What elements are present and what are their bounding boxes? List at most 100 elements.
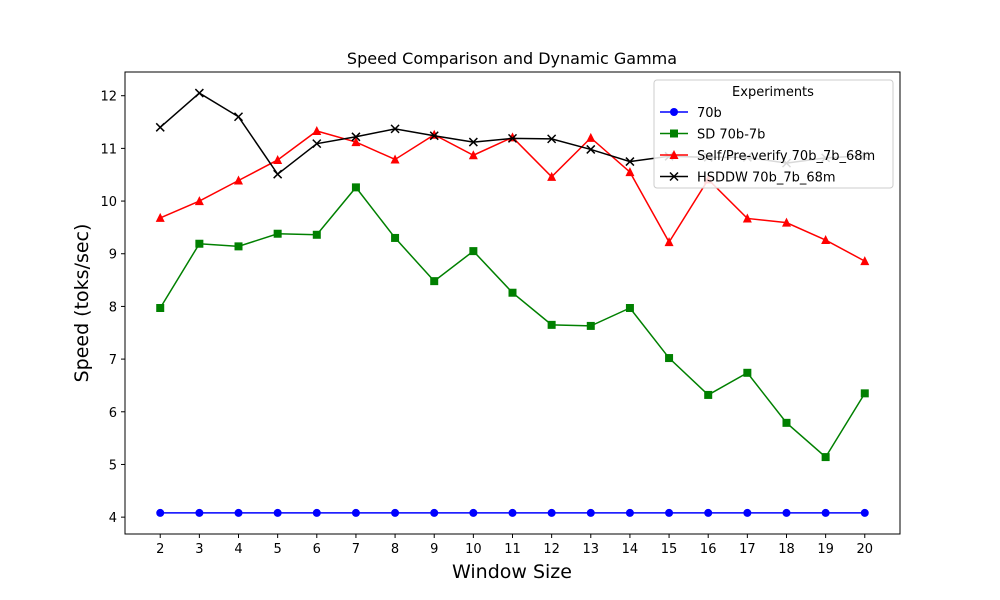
- data-point: [665, 508, 674, 517]
- y-tick-label: 10: [100, 195, 117, 210]
- data-point: [351, 137, 361, 147]
- x-tick-label: 8: [391, 542, 399, 557]
- data-point: [351, 508, 360, 517]
- data-point: [155, 212, 165, 222]
- data-point: [743, 508, 752, 517]
- data-point: [351, 183, 360, 192]
- x-tick-label: 17: [739, 542, 756, 557]
- axis-ticks: 2 3 4 5 6 7 8 9 10 11 12 13 14 15 16 17 18 19 20 4 5 6 7 8 9 10 11…: [100, 90, 873, 557]
- data-point: [273, 154, 283, 164]
- legend-title: Experiments: [732, 85, 814, 100]
- data-point: [430, 277, 439, 286]
- data-point: [860, 389, 869, 398]
- data-point: [547, 320, 556, 329]
- y-axis-label: Speed (toks/sec): [71, 224, 93, 383]
- data-point: [664, 237, 674, 247]
- data-point: [469, 508, 478, 517]
- data-point: [547, 134, 557, 144]
- x-tick-label: 18: [778, 542, 795, 557]
- data-point: [156, 304, 165, 313]
- x-tick-label: 9: [430, 542, 438, 557]
- data-point: [391, 508, 400, 517]
- data-point: [390, 154, 400, 164]
- data-point: [312, 126, 322, 136]
- data-point: [273, 169, 283, 179]
- data-point: [860, 508, 869, 517]
- data-point: [586, 508, 595, 517]
- series-0: [156, 508, 869, 517]
- legend-label: HSDDW 70b_7b_68m: [697, 171, 836, 186]
- x-tick-label: 20: [856, 542, 873, 557]
- x-tick-label: 5: [274, 542, 282, 557]
- data-point: [586, 144, 596, 154]
- series-line: [159, 186, 866, 459]
- data-point: [782, 418, 791, 427]
- data-point: [821, 508, 830, 517]
- data-point: [547, 508, 556, 517]
- data-point: [273, 508, 282, 517]
- y-tick-label: 8: [109, 300, 117, 315]
- legend-marker: [669, 150, 679, 159]
- data-point: [195, 239, 204, 248]
- data-point: [234, 508, 243, 517]
- data-point: [351, 132, 361, 142]
- data-point: [508, 288, 517, 297]
- data-point: [507, 133, 518, 143]
- data-point: [625, 157, 635, 167]
- data-point: [273, 229, 282, 238]
- data-point: [194, 88, 204, 98]
- data-point: [821, 235, 831, 245]
- y-tick-label: 6: [109, 406, 117, 421]
- data-point: [743, 368, 752, 377]
- series-1: [156, 183, 869, 462]
- x-tick-label: 2: [156, 542, 164, 557]
- data-point: [469, 247, 478, 256]
- data-point: [665, 354, 674, 363]
- data-point: [312, 230, 321, 239]
- x-tick-label: 11: [504, 542, 521, 557]
- y-tick-label: 12: [100, 90, 117, 105]
- data-point: [742, 213, 752, 223]
- legend-label: Self/Pre-verify 70b_7b_68m: [697, 149, 875, 164]
- data-point: [430, 508, 439, 517]
- data-point: [781, 217, 791, 227]
- data-point: [586, 321, 595, 330]
- data-point: [625, 304, 634, 313]
- y-tick-label: 7: [109, 353, 117, 368]
- legend-marker: [670, 108, 678, 116]
- data-point: [508, 508, 517, 517]
- data-point: [704, 390, 713, 399]
- x-tick-label: 15: [661, 542, 678, 557]
- data-point: [860, 256, 870, 266]
- data-point: [312, 508, 321, 517]
- data-point: [312, 139, 322, 149]
- data-point: [704, 508, 713, 517]
- data-point: [429, 131, 439, 141]
- x-tick-label: 14: [622, 542, 639, 557]
- data-point: [468, 137, 478, 147]
- legend: Experiments 70b SD 70b-7b Self/Pre-verify …: [653, 79, 894, 189]
- legend-marker: [670, 129, 678, 138]
- data-point: [547, 171, 557, 181]
- data-point: [625, 167, 635, 177]
- legend-marker: [669, 171, 679, 182]
- data-point: [195, 508, 204, 517]
- x-tick-label: 16: [700, 542, 717, 557]
- x-tick-label: 12: [543, 542, 560, 557]
- x-tick-label: 4: [234, 542, 242, 557]
- x-tick-label: 7: [352, 542, 360, 557]
- data-point: [391, 233, 400, 242]
- data-point: [234, 242, 243, 251]
- data-point: [625, 508, 634, 517]
- data-point: [782, 508, 791, 517]
- data-point: [429, 129, 439, 139]
- data-point: [390, 124, 400, 134]
- data-point: [468, 150, 478, 160]
- data-point: [821, 453, 830, 462]
- y-tick-label: 9: [109, 248, 117, 263]
- legend-label: 70b: [697, 106, 722, 121]
- data-point: [586, 132, 596, 142]
- x-tick-label: 19: [817, 542, 834, 557]
- data-point: [508, 132, 517, 142]
